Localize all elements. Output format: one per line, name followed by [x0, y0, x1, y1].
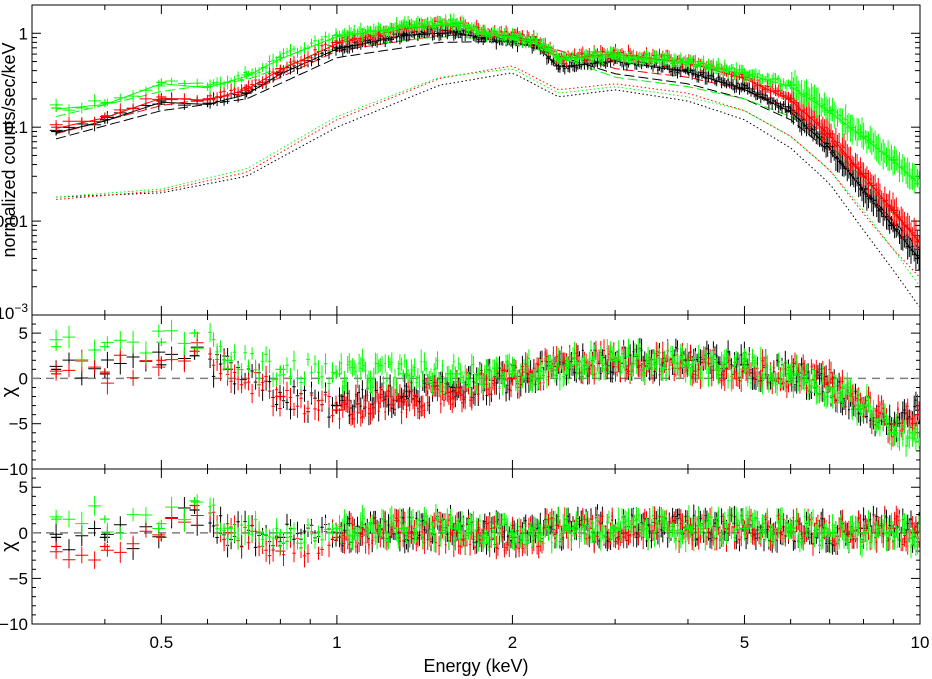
model-total-line [55, 23, 920, 243]
x-tick-label: 0.5 [150, 633, 174, 652]
data-point [915, 410, 920, 419]
data-point [99, 542, 110, 551]
model-total-line [55, 32, 920, 259]
error-bar-crosses [49, 22, 920, 271]
y-tick-label: −10 [0, 460, 28, 479]
data-point [915, 437, 920, 446]
plot-area [49, 13, 920, 307]
y-tick-label: −5 [9, 569, 28, 588]
data-point [156, 338, 167, 347]
y-tick-label: 5 [19, 478, 28, 497]
y-tick-label: 0.1 [4, 118, 28, 137]
data-point [331, 369, 342, 378]
panel-frame [31, 468, 921, 625]
data-point [331, 406, 342, 415]
x-axis-label: Energy (keV) [423, 656, 528, 676]
data-point [202, 94, 213, 103]
data-point [99, 342, 110, 351]
y-axis-label: χ [0, 541, 20, 552]
y-tick-label: 5 [19, 324, 28, 343]
error-bar-crosses [49, 16, 920, 251]
model-component-dotted [56, 65, 920, 278]
data-series [49, 494, 920, 559]
model-component-dashed [55, 34, 920, 242]
data-series [49, 22, 920, 271]
y-tick-label: 10−3 [0, 301, 28, 323]
data-point [915, 179, 920, 188]
data-point [915, 528, 920, 537]
model-component-dotted [56, 68, 920, 286]
error-bar-crosses [49, 494, 920, 559]
data-point [99, 112, 110, 121]
data-point [331, 533, 342, 542]
y-tick-label: 0 [19, 369, 28, 388]
y-tick-label: 0 [19, 524, 28, 543]
model-component-dashed [55, 40, 920, 249]
data-point [241, 84, 252, 93]
panel-residuals-2: −10 −5 0 5 χ 0.5 1 2 5 10 Energy (keV) [0, 468, 930, 676]
y-tick-label: 1 [19, 24, 28, 43]
data-point [450, 388, 461, 396]
y-axis-label: normalized counts/sec/keV [0, 42, 19, 257]
data-point [156, 356, 167, 365]
panel-residuals-1: −10 −5 0 5 χ [0, 314, 921, 479]
error-bar-crosses [49, 319, 920, 457]
model-component-dotted [56, 72, 920, 307]
data-point [331, 31, 342, 40]
y-tick-label: −5 [9, 415, 28, 434]
data-point [189, 496, 200, 505]
data-point [99, 515, 110, 524]
model-total-line [56, 23, 920, 185]
data-point [99, 368, 110, 377]
data-point [915, 237, 920, 246]
y-tick-label: 0.01 [0, 212, 28, 231]
x-tick-label: 1 [332, 633, 341, 652]
plot-area [32, 319, 920, 457]
data-point [915, 406, 920, 415]
data-point [563, 360, 574, 369]
y-tick-label: −10 [0, 615, 28, 634]
data-point [156, 519, 167, 528]
error-bar-crosses [49, 337, 920, 443]
model-component-dashed [55, 36, 920, 242]
x-tick-label: 10 [911, 633, 930, 652]
x-tick-label: 2 [508, 633, 517, 652]
panel-frame [31, 4, 921, 316]
data-point [915, 533, 920, 542]
data-series [49, 13, 920, 194]
data-point [99, 99, 110, 108]
error-bar-crosses [49, 13, 920, 194]
data-point [682, 524, 693, 533]
y-axis-label: χ [0, 386, 20, 397]
data-point [915, 254, 920, 263]
data-point [331, 524, 342, 533]
data-point [156, 78, 167, 87]
data-series [49, 319, 920, 457]
data-series [49, 16, 920, 251]
x-tick-label: 5 [740, 633, 749, 652]
data-point [189, 329, 200, 338]
plot-area [32, 494, 920, 569]
